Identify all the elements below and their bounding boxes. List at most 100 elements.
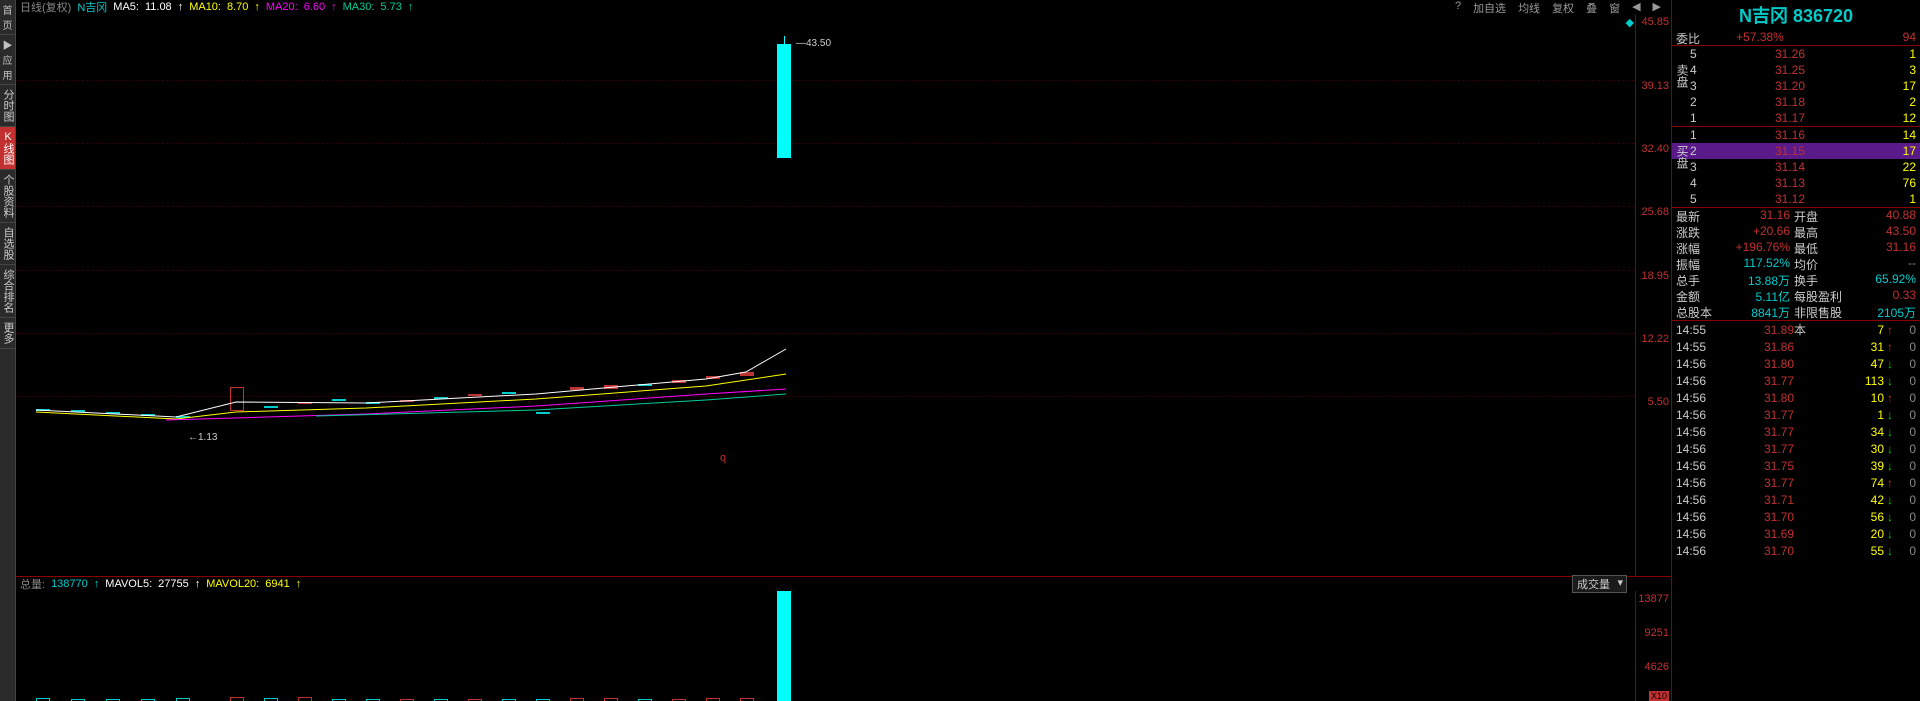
stat-label: 总手 (1676, 272, 1720, 288)
stat-row: 最新31.16开盘40.88 (1672, 208, 1920, 224)
nav-item-5[interactable]: 自选股 (0, 223, 15, 265)
tick-time: 14:56 (1676, 425, 1720, 439)
hollow-candle (230, 387, 244, 411)
small-candle (468, 394, 482, 396)
order-level: 3 (1690, 79, 1704, 93)
order-price: 31.25 (1704, 63, 1876, 77)
vol-ytick: 9251 (1645, 627, 1669, 639)
mavol20-label: MAVOL20: (206, 578, 259, 590)
tick-arrow-icon: ↓ (1884, 510, 1896, 524)
sell-side-label: 卖盘 (1674, 64, 1691, 88)
tick-time: 14:56 (1676, 476, 1720, 490)
ma5-val: 11.08 (145, 1, 172, 13)
sell-row[interactable]: 331.2017 (1672, 78, 1920, 94)
vol-bar (298, 697, 312, 701)
vol-ytick: 13877 (1638, 593, 1669, 605)
tick-qty: 7 (1838, 323, 1884, 337)
stat-row: 振幅117.52%均价-- (1672, 256, 1920, 272)
tick-row: 14:5631.77113↓0 (1672, 372, 1920, 389)
small-candle (106, 412, 120, 414)
ma30-arrow: ↑ (408, 1, 414, 13)
nav-item-0[interactable]: 首页 (0, 0, 15, 35)
tick-row: 14:5631.8047↓0 (1672, 355, 1920, 372)
mavol5-label: MAVOL5: (105, 578, 152, 590)
small-candle (141, 414, 155, 416)
nav-item-7[interactable]: 更多 (0, 318, 15, 349)
stat-label2: 开盘 (1790, 208, 1850, 224)
grid-line (16, 270, 1635, 271)
kline-chart[interactable]: 45.8539.1332.4025.6818.9512.225.50 —43.5… (16, 14, 1671, 577)
stat-value2: 2105万 (1850, 304, 1916, 320)
nav-item-4[interactable]: 个股资料 (0, 170, 15, 223)
small-candle (536, 412, 550, 414)
stat-value2: 31.16 (1850, 240, 1916, 256)
nav-item-3[interactable]: K线图 (0, 127, 15, 170)
nav-item-1[interactable]: ▶应用 (0, 35, 15, 85)
ma10-val: 8.70 (227, 1, 248, 13)
tick-zero: 0 (1896, 374, 1916, 388)
high-label: —43.50 (796, 38, 831, 49)
order-price: 31.13 (1704, 176, 1876, 190)
order-level: 2 (1690, 144, 1704, 158)
volume-header: 总量: 138770↑ MAVOL5:27755↑ MAVOL20:6941↑ … (16, 577, 1671, 591)
order-qty: 12 (1876, 111, 1916, 125)
nav-item-6[interactable]: 综合排名 (0, 265, 15, 318)
vol-total-label: 总量: (20, 576, 45, 592)
order-qty: 17 (1876, 144, 1916, 158)
vol-arrow2: ↑ (195, 578, 201, 590)
stat-value2: 0.33 (1850, 288, 1916, 304)
buy-row[interactable]: 531.121 (1672, 191, 1920, 207)
stat-row: 总手13.88万换手65.92% (1672, 272, 1920, 288)
stat-label: 最新 (1676, 208, 1720, 224)
tick-time: 14:56 (1676, 391, 1720, 405)
tick-time: 14:56 (1676, 493, 1720, 507)
stat-value: 5.11亿 (1720, 288, 1790, 304)
small-candle (502, 392, 516, 394)
tick-time: 14:55 (1676, 323, 1720, 337)
stock-title: N吉冈 836720 (1672, 0, 1920, 30)
ma10-label: MA10: (189, 1, 221, 13)
sell-row[interactable]: 531.261 (1672, 46, 1920, 62)
small-candle (400, 400, 414, 402)
order-level: 5 (1690, 192, 1704, 206)
stat-row: 涨幅+196.76%最低31.16 (1672, 240, 1920, 256)
buy-row[interactable]: 431.1376 (1672, 175, 1920, 191)
tick-price: 31.77 (1720, 476, 1838, 490)
small-candle (672, 380, 686, 383)
grid-line (16, 206, 1635, 207)
stat-row: 金额5.11亿每股盈利0.33 (1672, 288, 1920, 304)
sell-row[interactable]: 131.1712 (1672, 110, 1920, 126)
buy-row[interactable]: 331.1422 (1672, 159, 1920, 175)
stat-value2: -- (1850, 256, 1916, 272)
tick-zero: 0 (1896, 493, 1916, 507)
tick-qty: 47 (1838, 357, 1884, 371)
sell-row[interactable]: 231.182 (1672, 94, 1920, 110)
stat-value2: 65.92% (1850, 272, 1916, 288)
order-price: 31.17 (1704, 111, 1876, 125)
sell-row[interactable]: 431.253 (1672, 62, 1920, 78)
buy-row[interactable]: 231.1517 (1672, 143, 1920, 159)
sell-orders: 卖盘 531.261431.253331.2017231.182131.1712 (1672, 46, 1920, 127)
tick-qty: 30 (1838, 442, 1884, 456)
order-qty: 17 (1876, 79, 1916, 93)
tick-qty: 34 (1838, 425, 1884, 439)
tick-qty: 55 (1838, 544, 1884, 558)
grid-line (16, 333, 1635, 334)
small-candle (706, 376, 720, 379)
stat-label2: 非限售股本 (1790, 304, 1850, 320)
stat-value2: 43.50 (1850, 224, 1916, 240)
tick-time: 14:56 (1676, 459, 1720, 473)
volume-chart[interactable]: X10 1387792514626 (16, 591, 1671, 701)
order-qty: 22 (1876, 160, 1916, 174)
buy-row[interactable]: 131.1614 (1672, 127, 1920, 143)
tick-arrow-icon: ↑ (1884, 391, 1896, 405)
low-label: ←1.13 (188, 432, 217, 443)
nav-item-2[interactable]: 分时图 (0, 85, 15, 127)
top-bar: 日线(复权) N吉冈 MA5:11.08↑ MA10:8.70↑ MA20:6.… (16, 0, 1671, 14)
tick-qty: 74 (1838, 476, 1884, 490)
stat-value: 13.88万 (1720, 272, 1790, 288)
stat-label: 总股本 (1676, 304, 1720, 320)
vol-bar (777, 591, 791, 701)
order-price: 31.18 (1704, 95, 1876, 109)
stat-label: 振幅 (1676, 256, 1720, 272)
